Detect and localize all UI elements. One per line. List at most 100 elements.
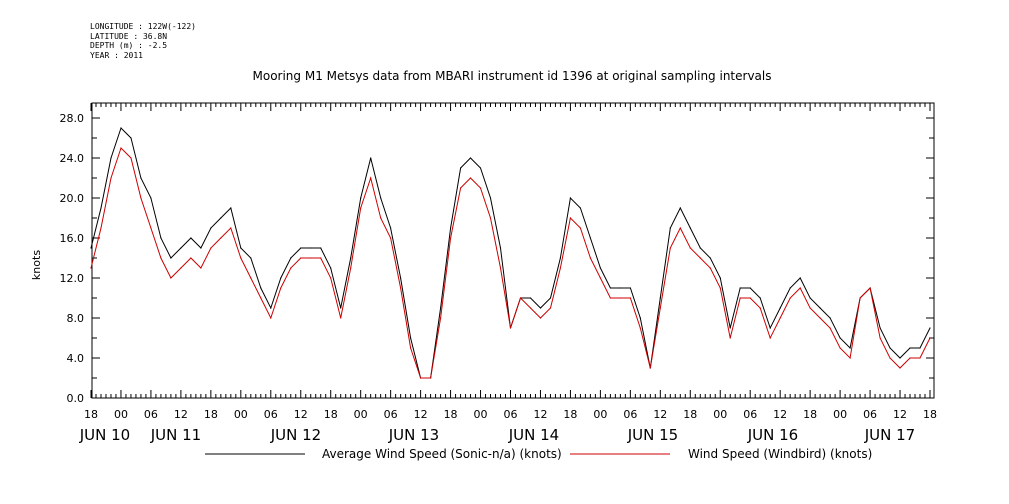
data-point-windbird bbox=[809, 307, 811, 309]
data-point-windbird bbox=[250, 277, 252, 279]
data-point-windbird bbox=[609, 297, 612, 299]
x-tick-label: 18 bbox=[563, 408, 577, 421]
y-tick-label: 24.0 bbox=[60, 152, 85, 165]
data-point-windbird bbox=[649, 367, 651, 369]
data-point-average bbox=[929, 327, 931, 329]
data-point-average bbox=[749, 287, 751, 289]
x-tick-label: 18 bbox=[923, 408, 937, 421]
y-tick-label: 20.0 bbox=[60, 192, 85, 205]
data-point-average bbox=[679, 207, 681, 209]
data-point-windbird bbox=[769, 337, 771, 339]
data-point-average bbox=[559, 257, 562, 259]
data-point-windbird bbox=[859, 297, 861, 299]
data-point-windbird bbox=[929, 337, 931, 339]
data-point-windbird bbox=[310, 257, 312, 259]
data-point-windbird bbox=[559, 267, 562, 269]
plot-frame bbox=[91, 102, 935, 399]
data-point-average bbox=[380, 197, 382, 199]
x-tick-label: 18 bbox=[803, 408, 817, 421]
data-point-windbird bbox=[619, 297, 622, 299]
x-tick-label: 18 bbox=[444, 408, 458, 421]
data-point-average bbox=[440, 307, 442, 309]
data-point-windbird bbox=[509, 327, 512, 329]
data-point-windbird bbox=[669, 247, 671, 249]
data-point-windbird bbox=[729, 337, 731, 339]
data-point-windbird bbox=[699, 257, 701, 259]
data-point-average bbox=[320, 247, 322, 249]
data-point-windbird bbox=[709, 267, 711, 269]
data-point-windbird bbox=[440, 317, 442, 319]
x-tick-label: 18 bbox=[204, 408, 218, 421]
data-point-windbird bbox=[639, 327, 641, 329]
data-point-windbird bbox=[629, 297, 632, 299]
day-label: JUN 12 bbox=[270, 426, 321, 444]
data-point-windbird bbox=[789, 297, 791, 299]
data-point-windbird bbox=[350, 267, 352, 269]
data-point-windbird bbox=[519, 297, 522, 299]
x-tick-label: 06 bbox=[264, 408, 278, 421]
data-point-average bbox=[280, 277, 282, 279]
latitude-text: LATITUDE : 36.8N bbox=[90, 31, 168, 41]
data-point-windbird bbox=[899, 367, 901, 369]
data-point-average bbox=[190, 237, 192, 239]
data-point-average bbox=[290, 257, 292, 259]
y-axis-label: knots bbox=[30, 250, 43, 280]
data-point-average bbox=[90, 247, 92, 249]
day-label: JUN 10 bbox=[79, 426, 130, 444]
data-point-windbird bbox=[819, 317, 821, 319]
data-point-windbird bbox=[689, 247, 691, 249]
data-point-average bbox=[619, 287, 622, 289]
data-point-windbird bbox=[90, 267, 92, 269]
data-point-average bbox=[400, 277, 402, 279]
data-point-average bbox=[899, 357, 901, 359]
data-point-average bbox=[549, 297, 552, 299]
x-tick-label: 00 bbox=[593, 408, 607, 421]
x-tick-label: 12 bbox=[533, 408, 547, 421]
data-point-average bbox=[489, 197, 492, 199]
x-tick-label: 00 bbox=[234, 408, 248, 421]
data-point-average bbox=[789, 287, 791, 289]
data-point-average bbox=[609, 287, 612, 289]
data-point-average bbox=[340, 307, 342, 309]
data-point-windbird bbox=[829, 327, 831, 329]
day-label: JUN 11 bbox=[150, 426, 201, 444]
data-point-average bbox=[100, 207, 102, 209]
data-point-windbird bbox=[579, 227, 582, 229]
y-tick-label: 4.0 bbox=[67, 352, 85, 365]
x-tick-label: 00 bbox=[713, 408, 727, 421]
day-label: JUN 16 bbox=[747, 426, 798, 444]
data-point-average bbox=[170, 257, 172, 259]
x-tick-label: 12 bbox=[773, 408, 787, 421]
data-point-windbird bbox=[340, 317, 342, 319]
data-point-windbird bbox=[200, 267, 202, 269]
data-point-average bbox=[410, 337, 412, 339]
data-point-average bbox=[300, 247, 302, 249]
data-point-average bbox=[230, 207, 232, 209]
data-point-windbird bbox=[589, 257, 592, 259]
day-label: JUN 14 bbox=[508, 426, 559, 444]
data-point-windbird bbox=[390, 237, 392, 239]
data-point-windbird bbox=[839, 347, 841, 349]
data-point-average bbox=[879, 327, 881, 329]
data-point-windbird bbox=[909, 357, 911, 359]
data-point-average bbox=[839, 337, 841, 339]
data-point-windbird bbox=[110, 177, 112, 179]
x-tick-label: 06 bbox=[623, 408, 637, 421]
data-point-windbird bbox=[569, 217, 572, 219]
data-point-average bbox=[110, 157, 112, 159]
data-point-average bbox=[250, 257, 252, 259]
x-tick-label: 06 bbox=[863, 408, 877, 421]
data-point-average bbox=[639, 317, 641, 319]
data-point-windbird bbox=[889, 357, 891, 359]
data-point-windbird bbox=[659, 307, 661, 309]
data-point-windbird bbox=[719, 287, 721, 289]
data-point-windbird bbox=[799, 287, 801, 289]
data-point-windbird bbox=[280, 287, 282, 289]
data-point-windbird bbox=[529, 307, 532, 309]
data-point-windbird bbox=[849, 357, 851, 359]
data-point-average bbox=[499, 247, 502, 249]
data-point-windbird bbox=[489, 217, 492, 219]
data-point-windbird bbox=[210, 247, 212, 249]
data-point-windbird bbox=[290, 267, 292, 269]
data-point-average bbox=[160, 237, 162, 239]
